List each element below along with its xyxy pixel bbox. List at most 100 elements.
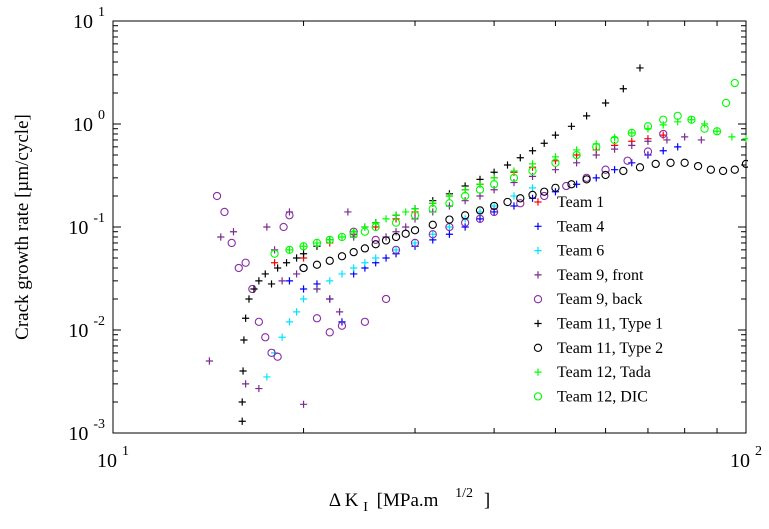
data-point	[254, 317, 264, 326]
data-point	[411, 239, 419, 247]
data-point	[312, 238, 322, 248]
data-point	[721, 98, 731, 108]
data-point	[516, 154, 524, 162]
data-point	[540, 187, 549, 196]
data-point	[681, 133, 689, 141]
data-point	[461, 223, 469, 231]
y-tick-label: 10 1	[73, 5, 105, 33]
data-point	[510, 202, 518, 210]
data-point	[644, 137, 652, 145]
data-point	[402, 223, 410, 231]
data-point	[299, 400, 308, 408]
legend-item: Team 9, front	[534, 267, 644, 284]
x-axis-label-unit: [MPa.m	[377, 490, 439, 511]
data-point	[402, 208, 410, 216]
data-point	[285, 245, 294, 255]
legend-item: Team 6	[534, 243, 604, 260]
data-point	[338, 233, 346, 241]
data-point	[299, 295, 308, 303]
legend-item: Team 11, Type 2	[533, 340, 663, 357]
data-point	[540, 139, 548, 147]
data-point	[663, 136, 671, 144]
data-point	[282, 259, 291, 267]
data-point	[273, 352, 282, 361]
data-point	[350, 264, 358, 272]
data-point	[567, 122, 576, 130]
axis-tick-labels: 10 1 10 2 10 -3 10 -2 10 -1 10 0 10 1	[68, 5, 762, 472]
x-axis-label-exponent: 1/2	[455, 486, 473, 501]
data-point	[242, 314, 250, 322]
data-point	[429, 230, 437, 238]
data-point	[476, 215, 484, 223]
data-point	[263, 223, 271, 231]
data-point	[261, 333, 270, 342]
legend-item: Team 11, Type 1	[534, 316, 663, 333]
data-point	[325, 328, 334, 337]
data-point	[261, 270, 269, 278]
series-7	[299, 158, 748, 273]
data-point	[601, 99, 610, 107]
data-point	[528, 172, 537, 180]
data-point	[636, 64, 644, 72]
data-point	[489, 201, 499, 211]
y-tick-label: 10 -3	[68, 417, 105, 445]
data-point	[573, 180, 581, 188]
data-point	[227, 238, 236, 248]
data-point	[528, 147, 537, 155]
legend-label: Team 9, back	[557, 291, 643, 308]
data-point	[551, 131, 560, 139]
data-point	[239, 367, 247, 375]
data-point	[325, 256, 334, 265]
y-axis-label: Crack growth rate [µm/cycle]	[12, 114, 33, 340]
data-point	[713, 127, 721, 135]
data-point	[592, 151, 600, 159]
data-point	[673, 111, 682, 120]
data-point	[445, 223, 454, 231]
data-point	[601, 170, 610, 180]
data-point	[240, 336, 248, 344]
data-point	[245, 295, 253, 303]
legend-label: Team 1	[557, 194, 604, 211]
legend-marker	[534, 319, 542, 328]
data-point	[700, 124, 709, 133]
data-point	[349, 247, 358, 257]
data-point	[687, 115, 696, 124]
data-point	[337, 321, 347, 330]
data-point	[503, 161, 512, 169]
series-9	[270, 78, 739, 258]
data-point	[372, 219, 380, 227]
data-point	[659, 115, 668, 124]
y-tick-label: 10 0	[73, 108, 105, 136]
data-point	[619, 166, 628, 176]
data-point	[460, 191, 470, 201]
data-point	[528, 160, 537, 168]
data-point	[371, 222, 380, 232]
data-point	[313, 285, 321, 293]
data-point	[338, 270, 346, 278]
data-point	[445, 215, 454, 224]
legend-item: Team 12, DIC	[533, 388, 648, 405]
data-point	[700, 120, 709, 128]
x-tick-label: 10 2	[730, 444, 762, 472]
data-point	[592, 142, 601, 152]
data-point	[382, 254, 390, 262]
data-point	[361, 259, 369, 267]
data-point	[666, 158, 675, 167]
x-tick-label: 10 1	[97, 444, 129, 472]
data-point	[475, 185, 485, 194]
data-point	[475, 214, 485, 223]
x-axis-label-prefix: Δ K	[329, 490, 359, 511]
data-point	[601, 165, 610, 174]
data-point	[238, 417, 246, 425]
data-point	[313, 239, 321, 247]
data-point	[263, 373, 271, 381]
legend-item: Team 9, back	[533, 291, 643, 308]
data-point	[392, 211, 400, 219]
data-point	[267, 348, 276, 358]
data-point	[337, 252, 347, 261]
legend-marker	[533, 392, 543, 401]
data-point	[279, 222, 288, 232]
data-point	[509, 173, 519, 183]
data-point	[628, 141, 636, 149]
data-point	[718, 166, 728, 176]
